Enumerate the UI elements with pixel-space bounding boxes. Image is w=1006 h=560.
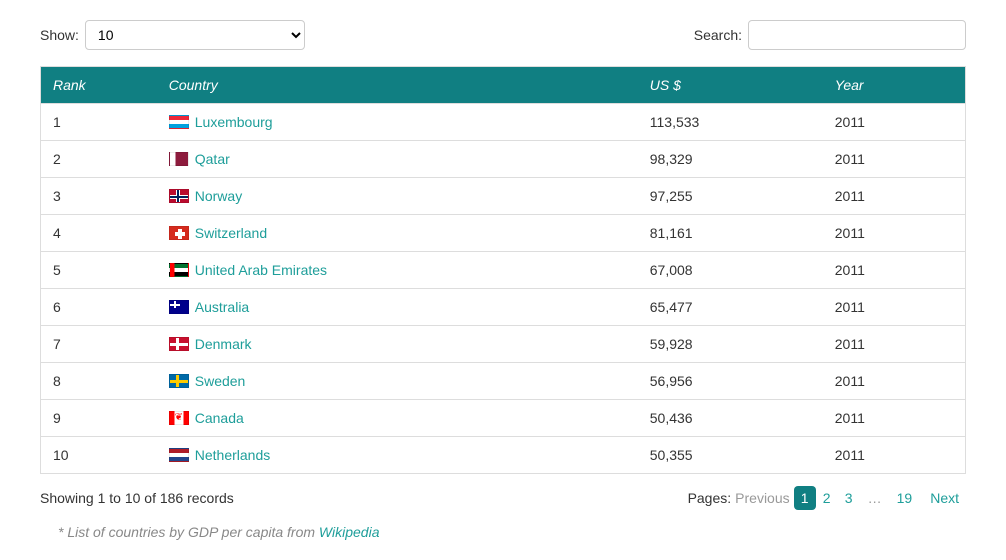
country-link[interactable]: Luxembourg bbox=[195, 114, 273, 130]
table-row: 5 United Arab Emirates 67,0082011 bbox=[41, 252, 966, 289]
cell-year: 2011 bbox=[827, 326, 966, 363]
flag-icon bbox=[169, 115, 189, 129]
cell-rank: 10 bbox=[41, 437, 161, 474]
credit-prefix: * List of countries by GDP per capita fr… bbox=[58, 524, 319, 540]
cell-usd: 56,956 bbox=[642, 363, 827, 400]
flag-icon bbox=[169, 189, 189, 203]
cell-usd: 81,161 bbox=[642, 215, 827, 252]
country-link[interactable]: Australia bbox=[195, 299, 249, 315]
cell-country: Sweden bbox=[161, 363, 642, 400]
show-label: Show: bbox=[40, 27, 79, 43]
table-head: RankCountryUS $Year bbox=[41, 67, 966, 104]
show-group: Show: 102550100 bbox=[40, 20, 305, 50]
cell-rank: 7 bbox=[41, 326, 161, 363]
cell-country: Luxembourg bbox=[161, 104, 642, 141]
country-link[interactable]: Norway bbox=[195, 188, 242, 204]
cell-rank: 1 bbox=[41, 104, 161, 141]
col-header[interactable]: Rank bbox=[41, 67, 161, 104]
cell-country: Norway bbox=[161, 178, 642, 215]
cell-rank: 5 bbox=[41, 252, 161, 289]
cell-usd: 97,255 bbox=[642, 178, 827, 215]
cell-usd: 67,008 bbox=[642, 252, 827, 289]
table-row: 10 Netherlands 50,3552011 bbox=[41, 437, 966, 474]
cell-year: 2011 bbox=[827, 363, 966, 400]
cell-rank: 2 bbox=[41, 141, 161, 178]
cell-year: 2011 bbox=[827, 400, 966, 437]
cell-year: 2011 bbox=[827, 252, 966, 289]
col-header[interactable]: US $ bbox=[642, 67, 827, 104]
cell-usd: 98,329 bbox=[642, 141, 827, 178]
flag-icon bbox=[169, 337, 189, 351]
table-row: 8 Sweden 56,9562011 bbox=[41, 363, 966, 400]
cell-year: 2011 bbox=[827, 437, 966, 474]
country-link[interactable]: Switzerland bbox=[195, 225, 267, 241]
flag-icon bbox=[169, 300, 189, 314]
cell-year: 2011 bbox=[827, 104, 966, 141]
country-link[interactable]: Sweden bbox=[195, 373, 246, 389]
cell-country: United Arab Emirates bbox=[161, 252, 642, 289]
cell-usd: 113,533 bbox=[642, 104, 827, 141]
country-link[interactable]: Netherlands bbox=[195, 447, 271, 463]
page-ellipsis: … bbox=[864, 490, 886, 506]
cell-country: Canada bbox=[161, 400, 642, 437]
table-row: 1 Luxembourg 113,5332011 bbox=[41, 104, 966, 141]
table-row: 6 Australia 65,4772011 bbox=[41, 289, 966, 326]
record-status: Showing 1 to 10 of 186 records bbox=[40, 490, 234, 506]
next-button[interactable]: Next bbox=[923, 486, 966, 510]
credit-line: * List of countries by GDP per capita fr… bbox=[40, 524, 966, 540]
pages-label: Pages: bbox=[688, 490, 732, 506]
cell-rank: 9 bbox=[41, 400, 161, 437]
table-footer: Showing 1 to 10 of 186 records Pages: Pr… bbox=[40, 486, 966, 510]
gdp-table: RankCountryUS $Year 1Luxembourg113,53320… bbox=[40, 66, 966, 474]
table-row: 9 Canada 50,4362011 bbox=[41, 400, 966, 437]
cell-year: 2011 bbox=[827, 215, 966, 252]
cell-year: 2011 bbox=[827, 289, 966, 326]
table-row: 2 Qatar 98,3292011 bbox=[41, 141, 966, 178]
search-label: Search: bbox=[694, 27, 742, 43]
country-link[interactable]: Denmark bbox=[195, 336, 252, 352]
flag-icon bbox=[169, 152, 189, 166]
cell-country: Australia bbox=[161, 289, 642, 326]
page-last[interactable]: 19 bbox=[890, 486, 920, 510]
country-link[interactable]: United Arab Emirates bbox=[195, 262, 327, 278]
cell-usd: 59,928 bbox=[642, 326, 827, 363]
cell-rank: 8 bbox=[41, 363, 161, 400]
cell-country: Qatar bbox=[161, 141, 642, 178]
cell-year: 2011 bbox=[827, 178, 966, 215]
search-group: Search: bbox=[694, 20, 966, 50]
cell-usd: 50,436 bbox=[642, 400, 827, 437]
cell-usd: 50,355 bbox=[642, 437, 827, 474]
table-row: 3 Norway 97,2552011 bbox=[41, 178, 966, 215]
credit-link[interactable]: Wikipedia bbox=[319, 524, 380, 540]
table-controls: Show: 102550100 Search: bbox=[40, 20, 966, 50]
table-row: 4 Switzerland 81,1612011 bbox=[41, 215, 966, 252]
col-header[interactable]: Country bbox=[161, 67, 642, 104]
cell-country: Denmark bbox=[161, 326, 642, 363]
prev-button[interactable]: Previous bbox=[735, 490, 789, 506]
cell-rank: 6 bbox=[41, 289, 161, 326]
country-link[interactable]: Canada bbox=[195, 410, 244, 426]
col-header[interactable]: Year bbox=[827, 67, 966, 104]
cell-year: 2011 bbox=[827, 141, 966, 178]
flag-icon bbox=[169, 226, 189, 240]
country-link[interactable]: Qatar bbox=[195, 151, 230, 167]
page-2[interactable]: 2 bbox=[816, 486, 838, 510]
page-3[interactable]: 3 bbox=[838, 486, 860, 510]
flag-icon bbox=[169, 263, 189, 277]
table-row: 7 Denmark 59,9282011 bbox=[41, 326, 966, 363]
cell-country: Netherlands bbox=[161, 437, 642, 474]
cell-rank: 4 bbox=[41, 215, 161, 252]
page-1[interactable]: 1 bbox=[794, 486, 816, 510]
flag-icon bbox=[169, 374, 189, 388]
show-select[interactable]: 102550100 bbox=[85, 20, 305, 50]
flag-icon bbox=[169, 411, 189, 425]
cell-usd: 65,477 bbox=[642, 289, 827, 326]
cell-rank: 3 bbox=[41, 178, 161, 215]
pagination: Pages: Previous 123 … 19 Next bbox=[688, 486, 966, 510]
cell-country: Switzerland bbox=[161, 215, 642, 252]
table-body: 1Luxembourg113,53320112Qatar98,32920113N… bbox=[41, 104, 966, 474]
flag-icon bbox=[169, 448, 189, 462]
search-input[interactable] bbox=[748, 20, 966, 50]
